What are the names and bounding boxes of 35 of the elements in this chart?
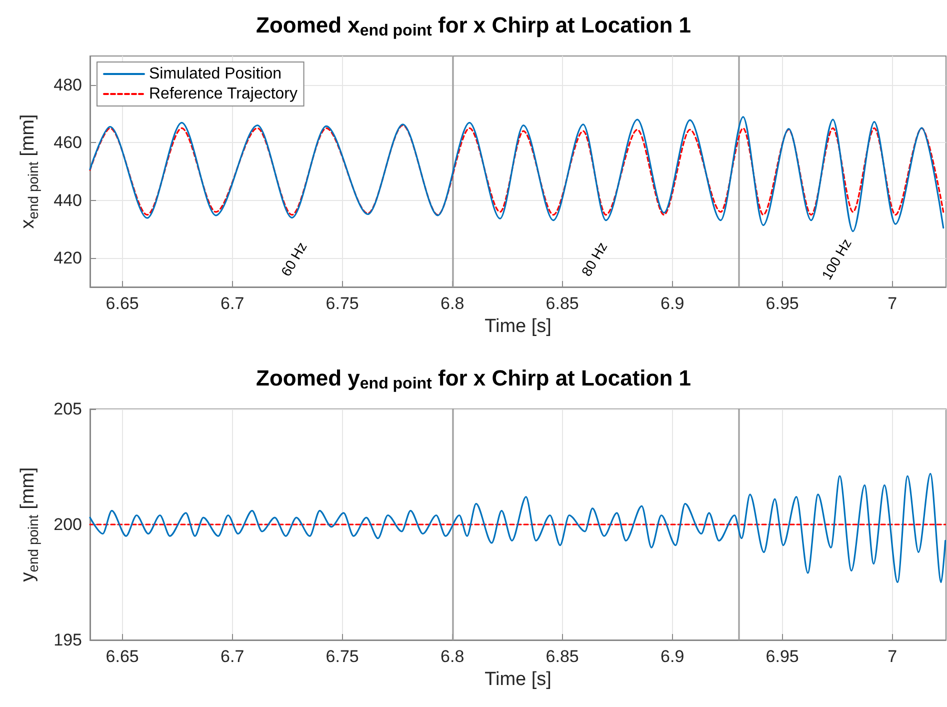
y-tick-label: 440 [54,190,82,210]
x-axis-title: Time [s] [484,669,552,690]
line-series [89,124,944,216]
x-tick-label: 6.75 [326,294,359,313]
x-tick-label: 6.7 [220,647,244,666]
y-tick-label: 200 [54,515,82,534]
x-tick-label: 6.95 [766,294,799,313]
y-tick-label: 195 [54,630,82,650]
y-tick-label: 480 [54,75,82,94]
x-tick-label: 6.9 [660,294,684,313]
x-tick-label: 6.85 [546,294,579,313]
x-tick-label: 6.65 [106,294,139,313]
line-series [89,116,944,232]
x-tick-label: 6.85 [546,647,579,666]
x-axis-title: Time [s] [484,316,552,337]
y-tick-label: 460 [54,133,82,152]
x-tick-label: 6.95 [766,647,799,666]
legend-label: Simulated Position [149,66,282,82]
x-tick-label: 7 [888,647,898,666]
annotation: 60 Hz [278,239,310,279]
y-tick-label: 205 [54,400,82,418]
annotation: 100 Hz [818,236,854,282]
x-tick-label: 7 [888,294,898,313]
x-tick-label: 6.9 [660,647,684,666]
x-tick-label: 6.8 [440,647,464,666]
line-series [89,472,946,584]
y-axis-title: xend point [mm] [18,114,41,229]
x-tick-label: 6.8 [440,294,464,313]
x-tick-label: 6.75 [326,647,359,666]
legend-label: Reference Trajectory [149,86,298,102]
y-axis-title: yend point [mm] [18,467,41,582]
x-tick-label: 6.65 [106,647,139,666]
x-tick-label: 6.7 [220,294,244,313]
annotation: 80 Hz [578,239,610,279]
y-tick-label: 420 [54,248,82,268]
